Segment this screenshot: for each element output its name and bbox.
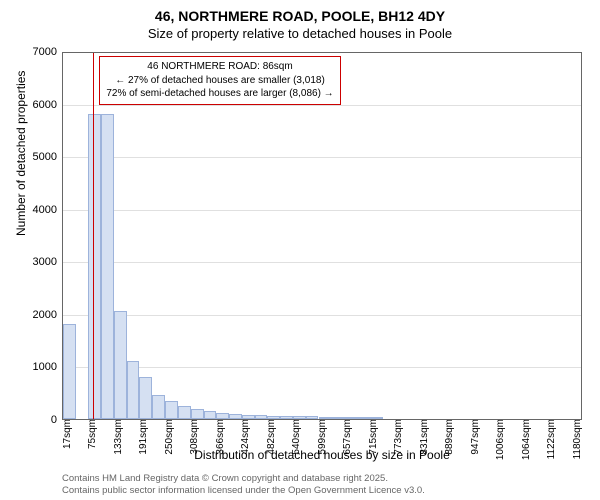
chart-subtitle: Size of property relative to detached ho…	[0, 24, 600, 41]
y-tick-label: 3000	[33, 256, 63, 268]
footer-attribution: Contains HM Land Registry data © Crown c…	[62, 473, 425, 497]
grid-line	[63, 105, 582, 106]
histogram-bar	[178, 406, 191, 419]
histogram-bar	[63, 324, 76, 419]
plot-area: 0100020003000400050006000700017sqm75sqm1…	[62, 52, 582, 420]
y-tick-label: 6000	[33, 99, 63, 111]
y-tick-label: 1000	[33, 361, 63, 373]
x-tick-label: 17sqm	[60, 419, 73, 449]
y-tick-label: 2000	[33, 309, 63, 321]
y-tick-label: 4000	[33, 204, 63, 216]
grid-line	[63, 210, 582, 211]
histogram-bar	[127, 361, 140, 419]
annotation-line-1: 46 NORTHMERE ROAD: 86sqm	[106, 60, 333, 74]
chart-container: 46, NORTHMERE ROAD, POOLE, BH12 4DY Size…	[0, 0, 600, 500]
histogram-bar	[152, 395, 165, 419]
histogram-bar	[204, 411, 217, 419]
annotation-line-3: 72% of semi-detached houses are larger (…	[106, 87, 333, 101]
footer-line-1: Contains HM Land Registry data © Crown c…	[62, 473, 425, 485]
y-axis-label: Number of detached properties	[14, 71, 28, 236]
grid-line	[63, 367, 582, 368]
histogram-bar	[114, 311, 127, 419]
histogram-bar	[101, 114, 114, 419]
x-tick-label: 75sqm	[85, 419, 98, 449]
chart-title: 46, NORTHMERE ROAD, POOLE, BH12 4DY	[0, 0, 600, 24]
annotation-box: 46 NORTHMERE ROAD: 86sqm← 27% of detache…	[99, 56, 340, 105]
histogram-bar	[139, 377, 152, 419]
histogram-bar	[191, 409, 204, 420]
annotation-line-2: ← 27% of detached houses are smaller (3,…	[106, 74, 333, 88]
marker-line	[93, 52, 94, 419]
grid-line	[63, 157, 582, 158]
grid-line	[63, 315, 582, 316]
histogram-bar	[88, 114, 101, 419]
histogram-bar	[165, 401, 178, 419]
grid-line	[63, 262, 582, 263]
footer-line-2: Contains public sector information licen…	[62, 485, 425, 497]
y-tick-label: 7000	[33, 46, 63, 58]
x-axis-label: Distribution of detached houses by size …	[62, 448, 582, 462]
y-tick-label: 5000	[33, 151, 63, 163]
